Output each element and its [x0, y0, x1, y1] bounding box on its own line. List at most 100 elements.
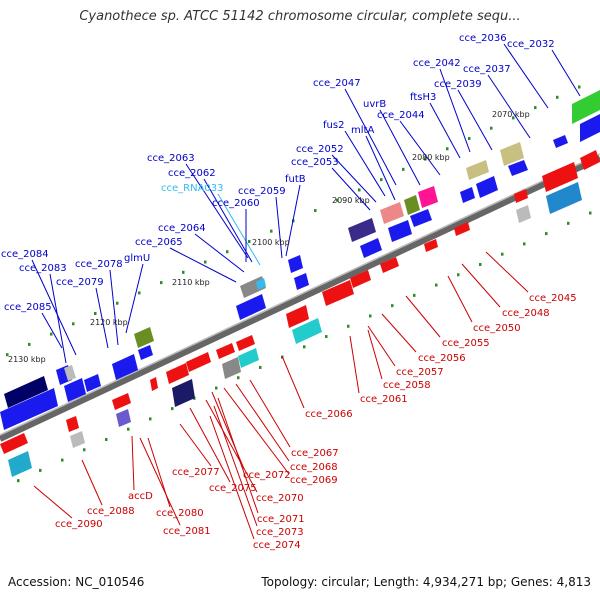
label-cce_2044[interactable]: cce_2044	[377, 110, 425, 121]
label-cce_2036[interactable]: cce_2036	[459, 33, 507, 44]
forward-strand-features[interactable]	[0, 90, 600, 430]
connector-cce_2061	[349, 335, 360, 394]
connector-cce_2078	[109, 269, 119, 346]
label-cce_2088[interactable]: cce_2088	[87, 506, 135, 517]
gene-cce_2068	[216, 343, 235, 359]
gene-cce_2081	[116, 409, 131, 427]
gene-cce_2039	[500, 142, 524, 166]
gene-mltA	[410, 209, 432, 227]
rna-features[interactable]	[256, 278, 266, 290]
tick-lower	[369, 314, 372, 318]
label-cce_2047[interactable]: cce_2047	[313, 78, 361, 89]
label-ftsH3[interactable]: ftsH3	[410, 92, 436, 103]
label-cce_2059[interactable]: cce_2059	[238, 186, 286, 197]
kbp-label: 2130 kbp	[8, 355, 46, 364]
label-cce_2064[interactable]: cce_2064	[158, 223, 206, 234]
label-cce_2079[interactable]: cce_2079	[56, 277, 104, 288]
gene-cce_2055	[454, 222, 470, 236]
connector-cce_2057	[367, 325, 396, 367]
gene-cce_2048	[542, 162, 578, 192]
label-cce_2078[interactable]: cce_2078	[75, 259, 123, 270]
label-cce_2090[interactable]: cce_2090	[55, 519, 103, 530]
label-mltA[interactable]: mltA	[351, 125, 374, 136]
tick-lower	[545, 232, 548, 236]
kbp-label: 2080 kbp	[412, 153, 450, 162]
tick-upper	[424, 157, 427, 161]
label-cce_2074[interactable]: cce_2074	[253, 540, 301, 551]
label-cce_2055[interactable]: cce_2055	[442, 338, 490, 349]
connector-cce_2065	[169, 247, 237, 283]
label-cce_2073[interactable]: cce_2073	[256, 527, 304, 538]
label-fus2[interactable]: fus2	[323, 120, 344, 131]
label-cce_2081[interactable]: cce_2081	[163, 526, 211, 537]
tick-lower	[149, 417, 152, 421]
connector-cce_2056	[381, 313, 417, 353]
connector-cce_2075	[189, 407, 231, 483]
label-cce_2065[interactable]: cce_2065	[135, 237, 183, 248]
gene-cce_2044	[404, 195, 420, 215]
tick-lower	[457, 273, 460, 277]
tick-upper	[226, 250, 229, 254]
label-cce_2069[interactable]: cce_2069	[290, 475, 338, 486]
label-cce_2084[interactable]: cce_2084	[1, 249, 49, 260]
connector-cce_2055	[405, 295, 441, 338]
gene-cce_2088	[66, 416, 79, 432]
label-cce_2077[interactable]: cce_2077	[172, 467, 220, 478]
gene-cce_RNA033	[256, 278, 266, 290]
tick-upper	[468, 136, 471, 140]
label-cce_2042[interactable]: cce_2042	[413, 58, 461, 69]
gene-cce_2058	[350, 270, 371, 288]
gene-cce_2062	[236, 294, 266, 320]
tick-lower	[347, 324, 350, 328]
connector-cce_2037	[487, 74, 531, 139]
label-cce_2057[interactable]: cce_2057	[396, 367, 444, 378]
reverse-gene-labels[interactable]: cce_2045 cce_2048 cce_2050 cce_2055 cce_2056…	[55, 293, 577, 551]
label-cce_2039[interactable]: cce_2039	[434, 79, 482, 90]
label-uvrB[interactable]: uvrB	[363, 99, 386, 110]
gene-cce_2050	[514, 189, 528, 203]
reverse-strand-features[interactable]	[0, 150, 600, 477]
label-cce_2056[interactable]: cce_2056	[418, 353, 466, 364]
label-cce_2061[interactable]: cce_2061	[360, 394, 408, 405]
label-cce_2075[interactable]: cce_2075	[209, 483, 257, 494]
label-futB[interactable]: futB	[285, 174, 306, 185]
connector-mltA	[365, 135, 396, 201]
label-cce_2068[interactable]: cce_2068	[290, 462, 338, 473]
label-cce_2053[interactable]: cce_2053	[291, 157, 339, 168]
label-cce_2060[interactable]: cce_2060	[212, 198, 260, 209]
label-cce_2063[interactable]: cce_2063	[147, 153, 195, 164]
connector-fus2	[344, 130, 386, 197]
label-cce_2045[interactable]: cce_2045	[529, 293, 577, 304]
connector-uvrB	[379, 109, 421, 186]
gene-fus2	[388, 220, 412, 242]
label-cce_2050[interactable]: cce_2050	[473, 323, 521, 334]
label-cce_2032[interactable]: cce_2032	[507, 39, 555, 50]
label-cce_2052[interactable]: cce_2052	[296, 144, 344, 155]
label-cce_2072[interactable]: cce_2072	[243, 470, 291, 481]
connector-cce_2077	[179, 423, 212, 467]
label-cce_2070[interactable]: cce_2070	[256, 493, 304, 504]
label-cce_2037[interactable]: cce_2037	[463, 64, 511, 75]
label-cce_2080[interactable]: cce_2080	[156, 508, 204, 519]
label-cce_2071[interactable]: cce_2071	[257, 514, 305, 525]
label-cce_2083[interactable]: cce_2083	[19, 263, 67, 274]
gene-cce_2077	[172, 379, 195, 407]
gene-cce_2084	[64, 365, 76, 381]
label-accD[interactable]: accD	[128, 491, 153, 502]
label-cce_2048[interactable]: cce_2048	[502, 308, 550, 319]
gene-uvrB	[418, 186, 438, 208]
label-cce_2067[interactable]: cce_2067	[291, 448, 339, 459]
tick-lower	[39, 468, 42, 472]
gene-cce_2042	[466, 160, 489, 180]
connector-cce_2067	[249, 379, 291, 448]
label-glmU[interactable]: glmU	[124, 253, 150, 264]
chromosome-backbone	[0, 153, 600, 442]
label-cce_RNA033[interactable]: cce_RNA033	[161, 183, 224, 194]
label-cce_2066[interactable]: cce_2066	[305, 409, 353, 420]
label-cce_2062[interactable]: cce_2062	[168, 168, 216, 179]
label-cce_2085[interactable]: cce_2085	[4, 302, 52, 313]
tick-upper	[490, 126, 493, 130]
label-cce_2058[interactable]: cce_2058	[383, 380, 431, 391]
